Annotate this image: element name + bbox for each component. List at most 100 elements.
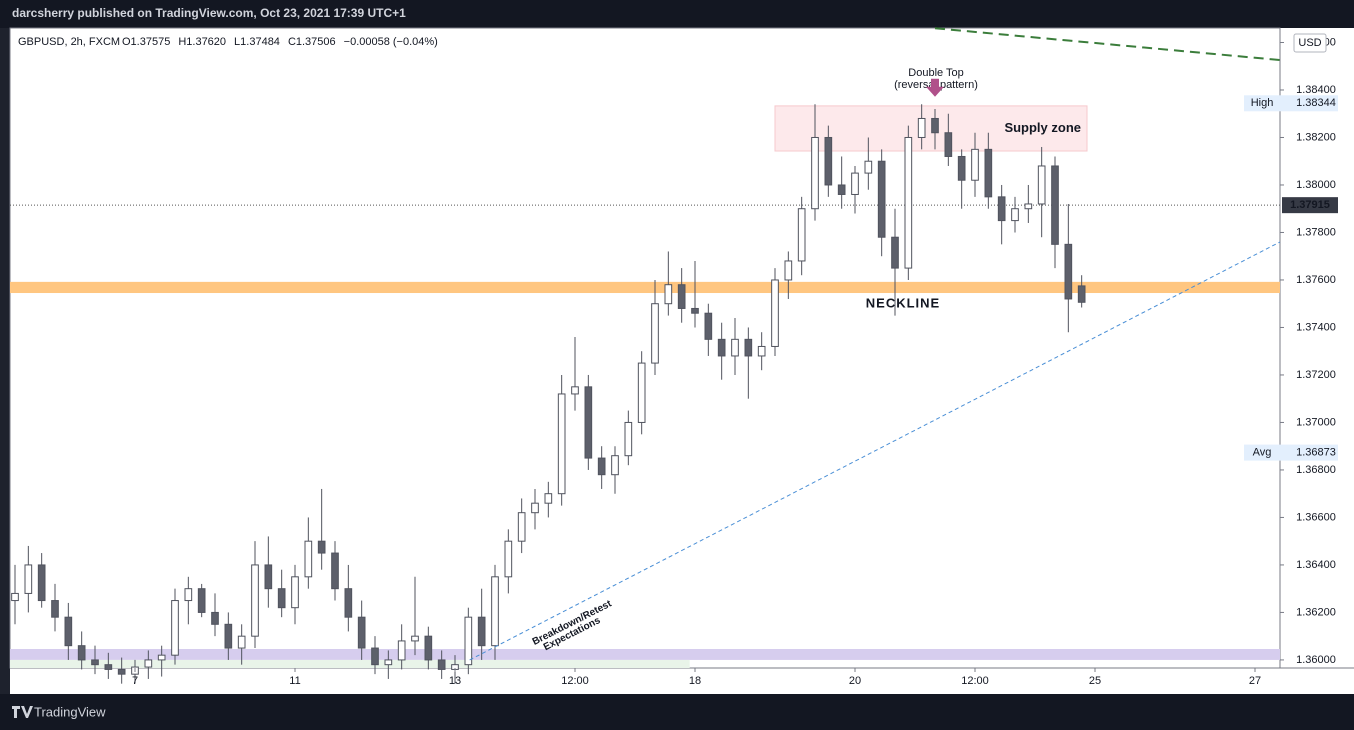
trendline (469, 241, 1281, 661)
trendline (934, 27, 1281, 62)
candle-body (584, 386, 593, 459)
candle-body (304, 540, 313, 578)
last-price-label: 1.37915 (1290, 199, 1330, 211)
price-label-name: Avg (1253, 447, 1272, 459)
candle-body (211, 611, 219, 625)
x-tick-label: 7 (132, 675, 138, 687)
y-tick-label: 1.38400 (1296, 84, 1336, 96)
candle-body (731, 338, 739, 357)
price-label-box (1244, 95, 1338, 112)
candle-body (957, 155, 966, 181)
annotation-arrow (926, 78, 944, 97)
currency[interactable]: USD (1298, 37, 1321, 49)
candle-body (611, 455, 619, 476)
candle-body (1037, 165, 1046, 205)
y-tick-label: 1.38000 (1296, 179, 1336, 191)
x-tick-label: 12:00 (561, 675, 589, 687)
y-tick-label: 1.37800 (1296, 226, 1336, 238)
x-tick-label: 20 (849, 675, 861, 687)
candle-body (77, 645, 86, 661)
candle-body (904, 136, 913, 269)
logo (12, 706, 33, 718)
candle-body (184, 588, 193, 602)
candle-body (157, 654, 166, 661)
candle-body (197, 588, 206, 613)
candle-body (891, 236, 899, 269)
publish-info: darcsherry published on TradingView.com,… (12, 6, 406, 20)
candle-body (144, 659, 153, 668)
candle-body (757, 345, 766, 357)
candle-body (104, 664, 113, 670)
band-label: NECKLINE (866, 295, 940, 310)
candle-body (1011, 208, 1019, 222)
candle-body (517, 512, 526, 542)
price-label-value: 1.36873 (1296, 447, 1336, 459)
y-tick-label: 1.36800 (1296, 464, 1336, 476)
candle-body (1024, 203, 1033, 210)
chart-area (10, 28, 1354, 694)
price-label-box (1244, 444, 1338, 461)
candle-body (117, 668, 126, 675)
candle-body (797, 208, 806, 262)
candle-body (664, 284, 673, 305)
x-tick-label: 27 (1249, 675, 1261, 687)
candle-body (984, 148, 993, 198)
candle-body (371, 647, 379, 666)
candle-body (557, 393, 566, 495)
y-tick-label: 1.37200 (1296, 369, 1336, 381)
candle-body (317, 540, 326, 554)
candle-body (171, 600, 179, 656)
candle-body (691, 307, 699, 314)
candle-body (491, 576, 499, 647)
candle-body (24, 564, 33, 594)
candle-body (264, 564, 273, 590)
candle-body (864, 160, 873, 174)
candle-body (1077, 285, 1086, 303)
x-tick-label: 25 (1089, 675, 1101, 687)
candle-body (37, 564, 46, 602)
footer (0, 694, 1354, 730)
y-tick-label: 1.36600 (1296, 511, 1336, 523)
candle-body (877, 160, 886, 238)
candle-body (464, 616, 473, 666)
candle-body (331, 552, 339, 590)
candle-body (677, 284, 686, 309)
candle-body (424, 635, 433, 661)
last-price-box (1282, 197, 1338, 214)
y-tick-label: 1.37000 (1296, 416, 1336, 428)
quote-value: H1.37620 (178, 36, 226, 48)
quote-value: L1.37484 (234, 36, 280, 48)
candle-body (637, 362, 646, 423)
zone-label: Supply zone (1004, 120, 1081, 135)
candle-body (344, 588, 353, 618)
y-tick-label: 1.37400 (1296, 321, 1336, 333)
currency-box[interactable] (1293, 33, 1327, 53)
candle-body (411, 635, 419, 642)
candle-body (384, 659, 393, 666)
candle-body (851, 172, 859, 195)
band (10, 659, 690, 668)
candle-body (597, 457, 606, 476)
candle-body (771, 279, 779, 347)
x-tick-label: 13 (449, 675, 461, 687)
candle-body (11, 592, 19, 602)
candle-body (651, 303, 659, 364)
candle-body (624, 421, 633, 457)
y-tick-label: 1.36000 (1296, 654, 1336, 666)
candle-body (224, 623, 233, 649)
candle-body (944, 132, 953, 157)
candle-body (531, 502, 539, 514)
y-tick-label: 1.36400 (1296, 559, 1336, 571)
candle-body (784, 260, 793, 281)
candle-body (397, 640, 406, 661)
candle-body (704, 312, 713, 340)
candle-body (237, 635, 246, 649)
candle-body (971, 148, 979, 181)
y-tick-label: 1.38200 (1296, 131, 1336, 143)
candle-body (931, 117, 939, 134)
candle-body (824, 136, 833, 186)
brand: TradingView (34, 704, 106, 719)
